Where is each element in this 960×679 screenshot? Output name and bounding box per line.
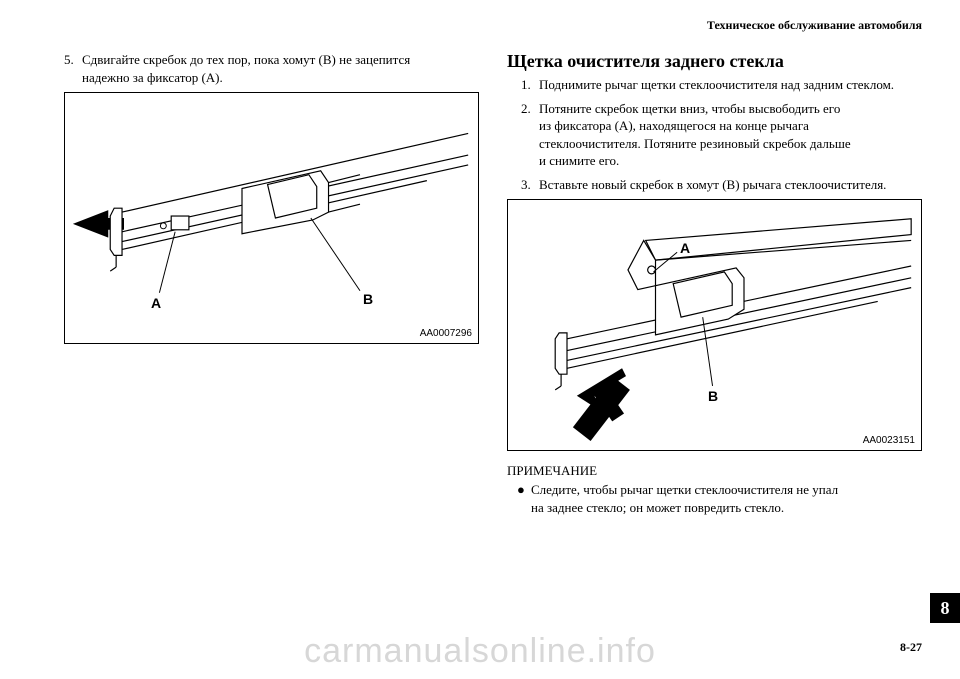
figure-right-svg — [508, 200, 921, 450]
step-5-number: 5. — [64, 51, 82, 86]
note-bullet-icon: ● — [517, 481, 531, 516]
note-text: Следите, чтобы рычаг щетки стеклоочистит… — [531, 481, 838, 516]
step-5-line2: надежно за фиксатор (A). — [82, 70, 223, 85]
step-2-line3: стеклоочистителя. Потяните резиновый скр… — [539, 136, 851, 151]
figure-left-svg — [65, 93, 478, 343]
step-5-line1: Сдвигайте скребок до тех пор, пока хомут… — [82, 52, 410, 67]
watermark: carmanualsonline.info — [0, 632, 960, 671]
note-heading: ПРИМЕЧАНИЕ — [507, 463, 922, 479]
step-3: 3. Вставьте новый скребок в хомут (B) ры… — [507, 176, 922, 194]
step-5-text: Сдвигайте скребок до тех пор, пока хомут… — [82, 51, 410, 86]
step-1: 1. Поднимите рычаг щетки стеклоочистител… — [507, 76, 922, 94]
left-column: 5. Сдвигайте скребок до тех пор, пока хо… — [38, 51, 479, 516]
step-2-text: Потяните скребок щетки вниз, чтобы высво… — [539, 100, 851, 170]
figure-left-id: AA0007296 — [420, 328, 472, 339]
chapter-tab: 8 — [930, 593, 960, 623]
note-line2: на заднее стекло; он может повредить сте… — [531, 500, 784, 515]
step-3-text: Вставьте новый скребок в хомут (B) рычаг… — [539, 176, 886, 194]
step-1-number: 1. — [521, 76, 539, 94]
step-2-number: 2. — [521, 100, 539, 170]
figure-right-id: AA0023151 — [863, 435, 915, 446]
page-header: Техническое обслуживание автомобиля — [38, 18, 922, 33]
figure-right-label-b: B — [708, 388, 718, 404]
step-5: 5. Сдвигайте скребок до тех пор, пока хо… — [64, 51, 479, 86]
step-2-line4: и снимите его. — [539, 153, 619, 168]
figure-right-label-a: A — [680, 240, 690, 256]
step-1-text: Поднимите рычаг щетки стеклоочистителя н… — [539, 76, 894, 94]
step-3-number: 3. — [521, 176, 539, 194]
two-column-layout: 5. Сдвигайте скребок до тех пор, пока хо… — [38, 51, 922, 516]
step-2-line2: из фиксатора (A), находящегося на конце … — [539, 118, 809, 133]
figure-left: A B AA0007296 — [64, 92, 479, 344]
step-2-line1: Потяните скребок щетки вниз, чтобы высво… — [539, 101, 840, 116]
figure-left-label-b: B — [363, 291, 373, 307]
figure-left-label-a: A — [151, 295, 161, 311]
note-line1: Следите, чтобы рычаг щетки стеклоочистит… — [531, 482, 838, 497]
note-item: ● Следите, чтобы рычаг щетки стеклоочист… — [507, 481, 922, 516]
step-2: 2. Потяните скребок щетки вниз, чтобы вы… — [507, 100, 922, 170]
section-heading: Щетка очистителя заднего стекла — [507, 51, 922, 72]
figure-right: A B AA0023151 — [507, 199, 922, 451]
right-column: Щетка очистителя заднего стекла 1. Подни… — [507, 51, 922, 516]
